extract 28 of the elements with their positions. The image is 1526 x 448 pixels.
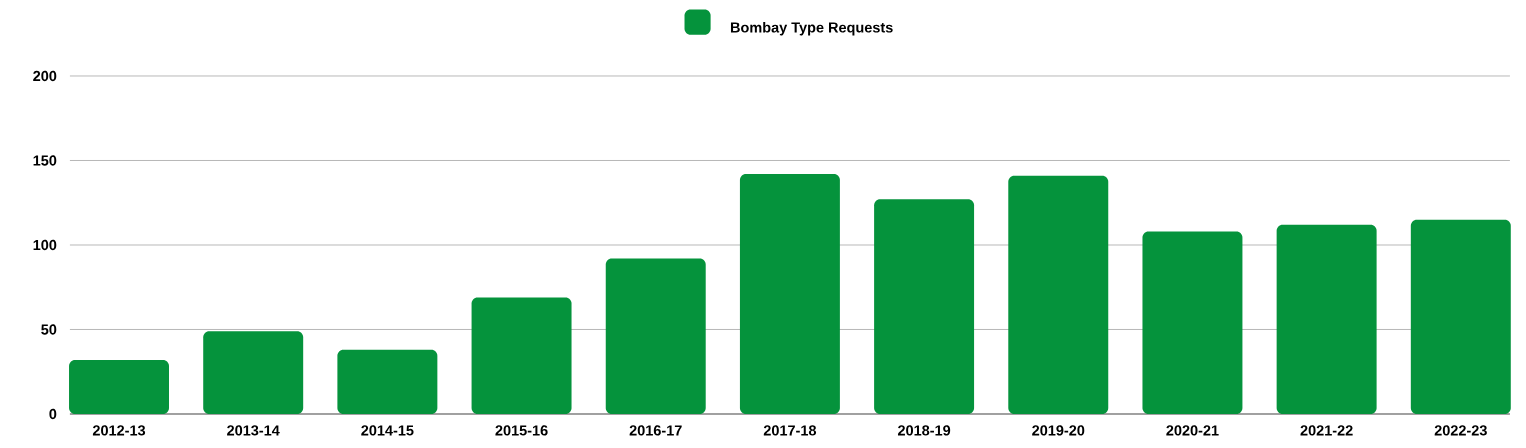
x-tick-label: 2021-22	[1300, 425, 1353, 436]
bar	[69, 359, 169, 414]
bar	[471, 297, 572, 414]
y-tick-label: 100	[33, 239, 57, 251]
bar	[1008, 175, 1109, 414]
x-tick-label: 2012-13	[92, 425, 146, 436]
legend-label: Bombay Type Requests	[730, 21, 893, 36]
y-tick-label: 150	[33, 155, 57, 166]
x-tick-label: 2013-14	[227, 425, 280, 436]
x-tick-label: 2016-17	[629, 425, 682, 436]
bar	[337, 349, 438, 414]
y-tick-label: 0	[49, 408, 57, 420]
x-tick-label: 2018-19	[897, 425, 951, 436]
y-tick-label: 50	[41, 324, 57, 335]
bar	[1276, 224, 1377, 414]
x-tick-label: 2019-20	[1032, 425, 1085, 436]
bar	[1410, 219, 1511, 414]
y-tick-label: 200	[33, 70, 57, 82]
bar	[1142, 231, 1243, 414]
x-tick-label: 2022-23	[1434, 425, 1487, 436]
bar	[203, 331, 304, 414]
x-tick-label: 2015-16	[495, 425, 548, 436]
bar	[874, 199, 975, 414]
x-tick-label: 2017-18	[763, 425, 817, 436]
bar	[605, 258, 706, 414]
x-tick-label: 2020-21	[1166, 425, 1219, 436]
x-tick-label: 2014-15	[361, 425, 414, 436]
bar	[739, 174, 840, 414]
